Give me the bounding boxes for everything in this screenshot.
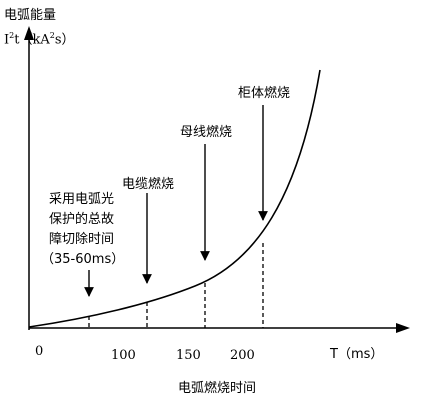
annotation-protection-line-2: 保护的总故 [49,212,115,227]
y-axis-arrow [24,26,34,40]
annotation-protection-line-4: （35-60ms） [41,252,125,267]
x-axis-arrow [396,323,410,333]
x-tick-200: 200 [230,348,255,363]
annotation-protection-line-1: 采用电弧光 [49,192,115,207]
y-unit-prefix: I [4,32,10,48]
x-origin-label: 0 [35,344,44,359]
annotation-busbar: 母线燃烧 [180,125,233,140]
annotation-cable: 电缆燃烧 [122,177,175,192]
y-unit-sup2: 2 [49,31,55,40]
y-unit-mid: t（kA [14,32,50,48]
x-axis-title: 电弧燃烧时间 [178,381,257,396]
energy-curve [28,69,321,328]
annotation-protection-line-3: 障切除时间 [49,232,115,247]
y-axis-title: 电弧能量 [4,8,57,23]
x-tick-100: 100 [111,348,136,363]
y-unit-suffix: s） [54,32,75,48]
x-axis-unit: T（ms） [330,347,384,362]
annotation-cabinet: 柜体燃烧 [238,86,291,101]
y-axis-unit: I2t（kA2s） [4,28,75,48]
x-tick-150: 150 [176,348,201,363]
y-unit-sup1: 2 [9,31,15,40]
